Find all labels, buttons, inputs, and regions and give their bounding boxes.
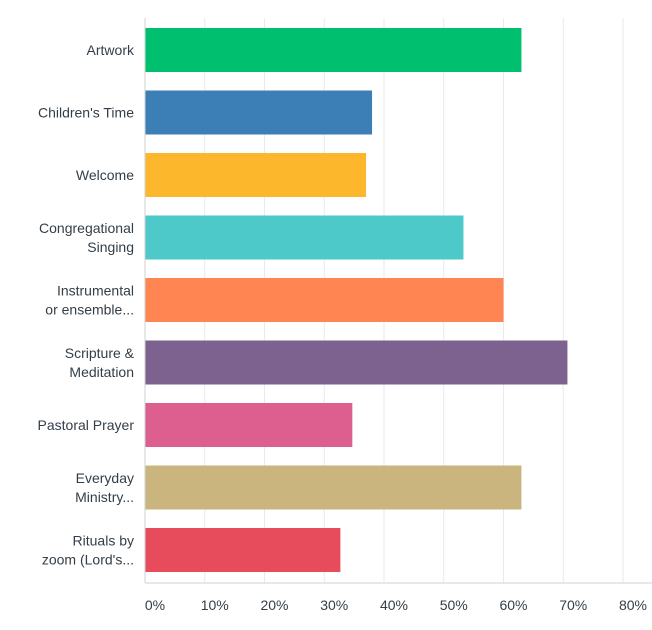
- x-tick-labels: 0% 10% 20% 30% 40% 50% 60% 70% 80%: [145, 597, 647, 613]
- bar[interactable]: [145, 465, 522, 510]
- category-label: Scripture & Meditation: [65, 345, 135, 380]
- bar[interactable]: [145, 215, 464, 260]
- x-tick-label: 10%: [201, 597, 229, 613]
- x-tick-label: 70%: [559, 597, 587, 613]
- category-label: Congregational Singing: [39, 220, 134, 255]
- category-label: Children's Time: [38, 105, 134, 121]
- x-tick-label: 60%: [499, 597, 527, 613]
- bar[interactable]: [145, 278, 504, 322]
- x-tick-label: 40%: [380, 597, 408, 613]
- category-label: Artwork: [87, 42, 135, 58]
- category-label: Everyday Ministry...: [75, 470, 134, 505]
- x-tick-label: 30%: [320, 597, 348, 613]
- x-tick-label: 80%: [619, 597, 647, 613]
- category-label: Pastoral Prayer: [38, 417, 135, 433]
- x-tick-label: 0%: [145, 597, 165, 613]
- x-tick-label: 20%: [260, 597, 288, 613]
- axes: [144, 18, 652, 584]
- category-label: Instrumental or ensemble...: [45, 283, 134, 318]
- category-labels: Artwork Children's Time Welcome Congregatio…: [38, 42, 135, 568]
- bar[interactable]: [145, 403, 353, 447]
- bar[interactable]: [145, 528, 341, 572]
- bar[interactable]: [145, 28, 522, 72]
- category-label: Welcome: [76, 167, 134, 183]
- x-tick-label: 50%: [440, 597, 468, 613]
- bars: [145, 28, 568, 572]
- bar[interactable]: [145, 153, 367, 197]
- bar[interactable]: [145, 90, 373, 135]
- bar[interactable]: [145, 340, 568, 385]
- category-label: Rituals by zoom (Lord's...: [42, 533, 134, 568]
